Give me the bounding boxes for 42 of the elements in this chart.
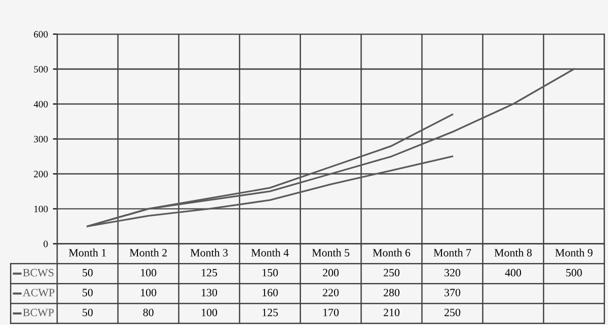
x-tick-label: Month 3 — [190, 248, 228, 256]
data-label: 130 — [202, 288, 218, 296]
data-label: 50 — [82, 288, 93, 296]
x-tick-label: Month 6 — [372, 248, 410, 256]
legend-label: ACWP — [22, 288, 54, 296]
data-label: 160 — [262, 288, 278, 296]
data-label: 50 — [82, 268, 93, 276]
data-label: 370 — [444, 288, 460, 296]
data-label: 400 — [505, 268, 522, 276]
y-tick-label: 400 — [34, 100, 48, 108]
x-tick-label: Month 7 — [434, 248, 472, 256]
data-label: 200 — [322, 268, 339, 276]
legend-label: BCWS — [23, 268, 54, 276]
y-tick-label: 100 — [34, 206, 48, 212]
data-label: 100 — [140, 288, 156, 296]
data-label: 210 — [384, 308, 400, 316]
data-label: 125 — [202, 268, 218, 276]
data-label: 150 — [262, 268, 278, 276]
x-tick-label: Month 4 — [251, 248, 289, 256]
x-tick-label: Month 1 — [68, 248, 106, 256]
data-label: 100 — [140, 268, 156, 276]
data-label: 250 — [384, 268, 400, 276]
x-tick-label: Month 2 — [130, 248, 167, 256]
data-label: 220 — [322, 288, 339, 296]
x-tick-label: Month 9 — [555, 248, 592, 256]
x-tick-label: Month 8 — [494, 248, 532, 256]
y-tick-label: 0 — [44, 240, 48, 248]
y-tick-label: 500 — [34, 66, 48, 73]
data-label: 100 — [202, 308, 218, 316]
data-label: 320 — [444, 268, 460, 276]
data-label: 125 — [262, 308, 278, 316]
data-label: 280 — [384, 288, 400, 296]
data-label: 50 — [82, 308, 93, 316]
x-tick-label: Month 5 — [312, 248, 350, 256]
y-tick-label: 600 — [34, 31, 48, 38]
legend-label: BCWP — [23, 308, 54, 316]
data-label: 250 — [444, 308, 460, 316]
data-label: 170 — [323, 308, 339, 316]
data-label: 500 — [566, 268, 582, 276]
y-tick-label: 200 — [34, 170, 48, 178]
y-tick-label: 300 — [34, 136, 48, 142]
data-label: 80 — [143, 308, 154, 316]
